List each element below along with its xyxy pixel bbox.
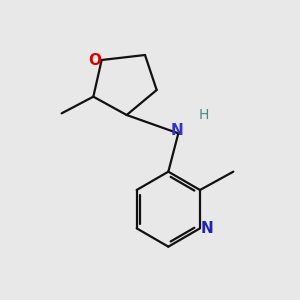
Text: H: H — [198, 108, 208, 122]
Text: O: O — [88, 52, 101, 68]
Text: N: N — [201, 221, 214, 236]
Text: N: N — [170, 123, 183, 138]
